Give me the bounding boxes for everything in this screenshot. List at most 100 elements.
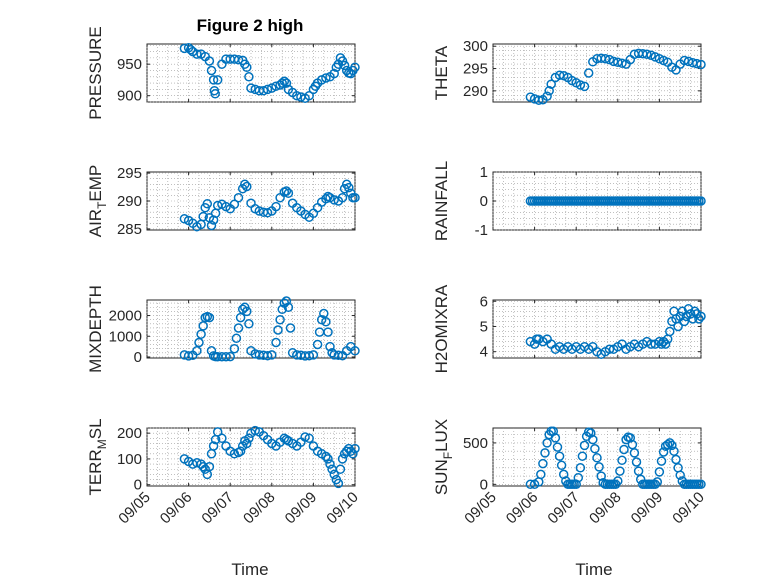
data-point — [192, 346, 202, 356]
data-point — [283, 188, 294, 198]
data-point — [341, 446, 352, 456]
y-tick-label: 295 — [463, 61, 488, 78]
data-point — [573, 472, 584, 483]
y-tick-label: 0 — [134, 477, 142, 494]
data-point — [244, 72, 254, 82]
data-point — [339, 60, 350, 71]
y-tick-label: 6 — [480, 293, 488, 310]
data-point — [583, 68, 594, 78]
data-point — [654, 336, 665, 347]
data-point — [217, 433, 227, 444]
x-tick-label: 09/08 — [240, 489, 279, 528]
data-point — [575, 463, 586, 473]
data-point — [208, 215, 219, 225]
y-tick-label: 285 — [117, 221, 142, 238]
data-point — [204, 461, 215, 472]
x-tick-label: 09/09 — [282, 489, 321, 528]
data-point — [277, 304, 287, 315]
data-point — [673, 321, 683, 332]
data-point — [592, 453, 602, 463]
data-point — [662, 439, 673, 450]
x-tick-label: 09/10 — [669, 489, 708, 528]
data-point — [621, 434, 631, 445]
y-tick-label: 0 — [480, 476, 488, 493]
data-point — [538, 458, 548, 469]
subplot-h2omixra: 4 5 6 H2OMIXRA — [432, 284, 706, 373]
data-point — [304, 350, 314, 361]
y-axis-label: MIXDEPTH — [86, 285, 105, 373]
data-point — [277, 78, 287, 88]
x-tick-label: 09/08 — [586, 489, 625, 528]
data-point — [192, 49, 202, 59]
data-point — [212, 427, 223, 437]
data-point — [323, 454, 333, 464]
data-point — [300, 432, 310, 442]
data-point — [660, 339, 671, 349]
data-point — [350, 192, 360, 203]
data-point — [552, 442, 563, 452]
data-point — [242, 62, 252, 73]
data-point — [696, 479, 706, 490]
data-point — [617, 455, 627, 466]
data-point — [694, 314, 704, 324]
data-point — [554, 451, 565, 461]
data-point — [212, 75, 223, 85]
data-point — [233, 55, 244, 65]
data-point — [671, 454, 681, 465]
data-point — [308, 350, 319, 360]
y-tick-label: 2000 — [109, 308, 142, 325]
data-point — [229, 199, 240, 210]
data-point — [208, 441, 219, 451]
data-point — [344, 182, 354, 193]
data-point — [204, 312, 215, 323]
subplot-rainfall: -1 0 1 RAINFALL — [432, 161, 706, 241]
data-point — [536, 469, 546, 480]
y-tick-label: 1000 — [109, 328, 142, 345]
data-point — [631, 457, 642, 467]
data-point — [281, 186, 292, 196]
y-axis-label-subscript: T — [95, 201, 109, 209]
data-point — [304, 433, 314, 444]
data-point — [650, 479, 660, 490]
axes-box — [492, 299, 702, 359]
axes-box — [492, 43, 702, 103]
data-point — [656, 339, 667, 349]
y-tick-label: 500 — [463, 435, 488, 452]
data-point — [692, 58, 702, 69]
data-point — [233, 323, 244, 333]
data-point — [337, 454, 348, 464]
y-axis-label-main: AIR — [86, 209, 105, 237]
data-point — [325, 341, 335, 352]
data-point — [179, 43, 190, 54]
data-point — [604, 344, 615, 354]
data-point — [629, 448, 640, 458]
x-tick-label: 09/05 — [461, 489, 500, 528]
data-point — [275, 314, 285, 325]
data-point — [586, 428, 596, 438]
data-point — [675, 470, 685, 480]
data-point — [534, 95, 544, 105]
data-point — [285, 323, 296, 333]
data-point — [544, 86, 554, 96]
y-axis-label: PRESSURE — [86, 26, 105, 120]
y-tick-label: 200 — [117, 425, 142, 442]
y-tick-label: 1 — [480, 164, 488, 181]
y-axis-label-tail: EMP — [86, 165, 105, 202]
data-point — [198, 211, 208, 222]
subplot-grid: 900 950 PRESSURE 290 295 300 THETA 285 290 295 AIR… — [86, 26, 708, 527]
y-axis-label-tail: LUX — [432, 419, 451, 452]
data-point — [617, 58, 627, 68]
data-point — [350, 62, 360, 73]
data-point — [204, 56, 215, 66]
data-point — [667, 440, 677, 451]
data-point — [577, 451, 588, 461]
data-point — [185, 44, 196, 55]
x-tick-label: 09/07 — [544, 489, 583, 528]
data-point — [196, 329, 206, 339]
data-point — [281, 296, 292, 306]
x-tick-label: 09/05 — [115, 489, 154, 528]
data-point — [579, 81, 590, 92]
data-point — [202, 199, 213, 209]
data-point — [235, 312, 246, 323]
